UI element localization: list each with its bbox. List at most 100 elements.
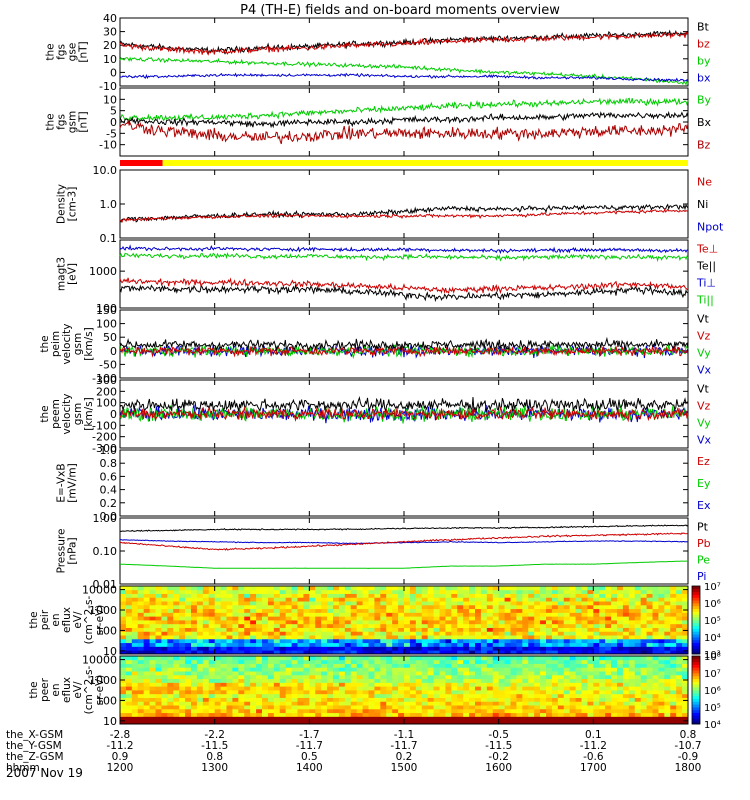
spectrogram-cell [250,642,257,647]
spectrogram-cell [356,690,363,695]
colorbar-cell [692,628,700,632]
spectrogram-cell [469,631,476,636]
spectrogram-cell [321,650,328,655]
spectrogram-cell [297,720,304,725]
spectrogram-cell [599,682,606,687]
spectrogram-cell [291,601,298,606]
spectrogram-cell [161,650,168,655]
spectrogram-cell [161,623,168,628]
spectrogram-cell [120,690,127,695]
spectrogram-cell [238,656,245,661]
spectrogram-cell [557,697,565,702]
spectrogram-cell [646,612,653,617]
spectrogram-cell [516,635,523,640]
spectrogram-cell [137,705,145,710]
spectrogram-cell [202,608,210,613]
spectrogram-cell [161,631,168,636]
spectrogram-cell [409,631,417,636]
spectrogram-cell [658,642,665,647]
spectrogram-cell [262,686,269,691]
spectrogram-cell [285,671,292,676]
spectrogram-cell [551,593,559,598]
spectrogram-cell [421,708,429,714]
spectrogram-cell [510,642,517,647]
spectrogram-cell [528,616,535,621]
spectrogram-cell [670,589,677,594]
spectrogram-cell [244,663,251,668]
spectrogram-cell [540,623,547,628]
spectrogram-cell [534,712,541,717]
spectrogram-cell [256,678,263,683]
spectrogram-cell [250,601,257,606]
spectrogram-cell [486,678,494,683]
spectrogram-cell [137,682,145,687]
spectrogram-cell [120,608,127,613]
spectrogram-cell [522,631,529,636]
spectrogram-cell [362,604,369,610]
spectrogram-cell [457,623,464,628]
spectrogram-cell [374,659,381,664]
spectrogram-cell [563,663,571,668]
spectrogram-cell [634,627,642,632]
spectrogram-cell [344,682,352,687]
spectrogram-cell [214,616,221,621]
spectrogram-cell [445,650,452,655]
spectrogram-cell [587,631,594,636]
colorbar-cell [692,625,700,629]
spectrogram-cell [670,690,677,695]
y-tick-label: 1.0 [100,444,118,457]
spectrogram-cell [191,638,198,644]
legend-label: Npot [697,221,724,234]
spectrogram-cell [303,623,310,628]
spectrogram-cell [137,631,145,636]
spectrogram-cell [599,612,606,617]
spectrogram-cell [605,631,612,636]
spectrogram-cell [546,608,553,613]
spectrogram-cell [622,623,630,628]
spectrogram-cell [551,635,559,640]
spectrogram-cell [611,656,618,661]
spectrogram-cell [510,612,517,617]
spectrogram-cell [599,620,606,625]
spectrogram-cell [137,608,145,613]
spectrogram-cell [427,646,434,651]
spectrogram-cell [557,682,565,687]
spectrogram-cell [546,593,553,598]
spectrogram-cell [492,620,500,625]
spectrogram-cell [415,620,423,625]
spectrogram-cell [232,667,239,672]
spectrogram-cell [350,631,358,636]
spectrogram-cell [256,701,263,706]
spectrogram-cell [658,705,665,710]
spectrogram-cell [551,705,559,710]
spectrogram-cell [646,716,653,721]
spectrogram-cell [658,623,665,628]
spectrogram-cell [380,712,387,717]
spectrogram-cell [628,656,636,661]
spectrogram-cell [404,693,411,698]
spectrogram-cell [191,586,198,591]
spectrogram-cell [149,659,156,664]
spectrogram-cell [167,656,174,661]
spectrogram-cell [380,667,387,672]
spectrogram-cell [593,667,600,672]
spectrogram-cell [581,671,588,676]
spectrogram-cell [262,635,269,640]
spectrogram-cell [350,656,358,661]
spectrogram-cell [599,716,606,721]
spectrogram-cell [593,650,600,655]
spectrogram-cell [551,627,559,632]
y-tick-label: 1000 [89,674,117,687]
spectrogram-cell [575,623,582,628]
spectrogram-cell [374,620,381,625]
spectrogram-cell [611,697,618,702]
spectrogram-cell [149,697,156,702]
spectrogram-cell [137,690,145,695]
spectrogram-cell [398,693,405,698]
spectrogram-cell [457,589,464,594]
spectrogram-cell [386,686,393,691]
spectrogram-cell [279,697,287,702]
spectrogram-cell [120,708,127,714]
spectrogram-cell [226,635,233,640]
spectrogram-cell [262,597,269,602]
